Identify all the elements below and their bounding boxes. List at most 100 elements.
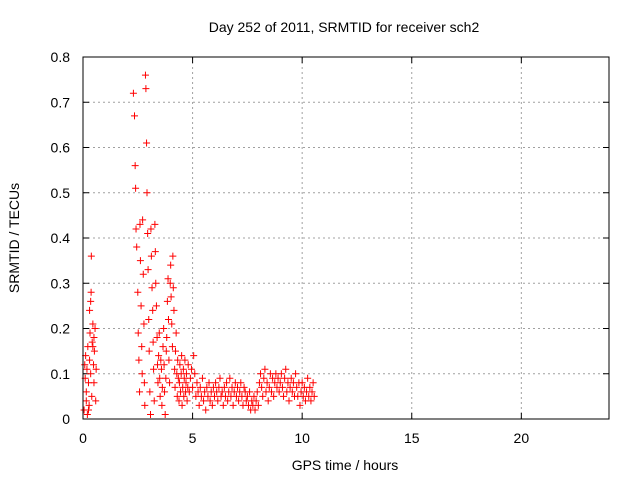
data-point — [250, 392, 258, 400]
data-point — [160, 361, 168, 369]
data-point — [85, 401, 93, 409]
data-point — [155, 352, 163, 360]
data-point — [253, 388, 261, 396]
data-point — [88, 392, 96, 400]
x-tick-label: 15 — [404, 430, 420, 446]
data-point — [258, 383, 266, 391]
data-point — [310, 392, 318, 400]
grid-lines — [83, 57, 609, 419]
data-point — [178, 401, 186, 409]
data-point — [151, 220, 159, 228]
data-point — [218, 388, 226, 396]
data-point — [212, 379, 220, 387]
data-point — [220, 383, 228, 391]
x-tick-label: 5 — [189, 430, 197, 446]
data-point — [254, 401, 262, 409]
data-point — [87, 288, 95, 296]
data-point — [280, 392, 288, 400]
y-tick-label: 0 — [62, 411, 70, 427]
data-point — [167, 261, 175, 269]
data-point — [206, 397, 214, 405]
data-point — [138, 343, 146, 351]
data-point — [134, 288, 142, 296]
data-point — [163, 334, 171, 342]
tick-labels: 0 0.1 0.2 0.3 0.4 0.5 0.6 0.7 0.8 0 5 10 15 20 — [51, 49, 530, 446]
data-point — [288, 388, 296, 396]
data-point — [138, 370, 146, 378]
data-point — [166, 279, 174, 287]
data-point — [157, 365, 165, 373]
data-point — [189, 383, 197, 391]
data-point — [132, 225, 140, 233]
data-point — [91, 325, 99, 332]
data-point — [237, 379, 245, 387]
data-point — [190, 352, 198, 360]
data-point — [154, 379, 162, 387]
data-point — [205, 379, 213, 387]
data-point — [166, 379, 174, 387]
data-point — [187, 365, 195, 373]
data-point — [224, 397, 232, 405]
data-point — [92, 365, 100, 373]
data-point — [169, 284, 177, 292]
data-point — [169, 252, 177, 260]
data-point — [136, 388, 144, 396]
data-point — [259, 392, 267, 400]
data-point — [159, 343, 167, 351]
data-point — [147, 410, 155, 418]
data-point — [161, 388, 169, 396]
data-point — [185, 388, 193, 396]
data-point — [84, 406, 92, 414]
data-point — [171, 383, 179, 391]
data-point — [203, 383, 211, 391]
data-point — [182, 370, 190, 378]
data-point — [139, 270, 147, 278]
y-tick-label: 0.4 — [51, 230, 71, 246]
data-point — [176, 361, 184, 369]
data-point — [156, 392, 164, 400]
plot-frame — [82, 56, 610, 420]
data-point — [286, 383, 294, 391]
data-point — [90, 347, 98, 355]
data-point — [151, 248, 159, 256]
data-point — [196, 383, 204, 391]
data-point — [255, 379, 263, 387]
data-point — [275, 388, 283, 396]
data-point — [149, 306, 157, 314]
data-point — [240, 383, 248, 391]
data-point — [142, 85, 150, 93]
data-point — [182, 379, 190, 387]
data-point — [82, 397, 90, 405]
data-point — [180, 392, 188, 400]
y-tick-label: 0.6 — [51, 140, 71, 156]
data-point — [148, 284, 156, 292]
data-point — [145, 347, 153, 355]
data-point — [141, 401, 149, 409]
data-point — [81, 361, 89, 369]
data-point — [304, 374, 312, 382]
data-point — [136, 257, 144, 265]
y-tick-label: 0.8 — [51, 49, 71, 65]
data-point — [277, 370, 285, 378]
data-point — [150, 365, 158, 373]
y-axis-label: SRMTID / TECUs — [6, 183, 22, 293]
data-point — [234, 383, 242, 391]
y-tick-label: 0.3 — [51, 275, 71, 291]
data-point — [131, 162, 139, 170]
data-point — [229, 401, 237, 409]
data-point — [147, 225, 155, 233]
data-point — [181, 356, 189, 364]
data-point — [214, 397, 222, 405]
data-point — [309, 379, 317, 387]
data-point — [136, 220, 144, 228]
data-point — [307, 397, 315, 405]
data-point — [174, 356, 182, 364]
data-point — [137, 302, 145, 310]
data-point — [235, 397, 243, 405]
data-point — [257, 370, 265, 378]
data-point — [168, 320, 176, 328]
data-point — [163, 297, 171, 305]
data-point — [274, 374, 282, 382]
data-point — [172, 329, 180, 337]
data-point — [171, 365, 179, 373]
